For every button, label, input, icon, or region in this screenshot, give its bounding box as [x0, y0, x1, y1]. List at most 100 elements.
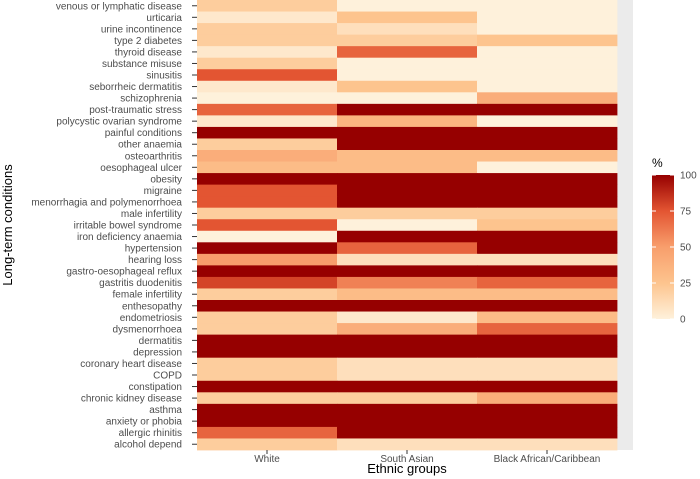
heatmap-cell-dermatitis-white — [197, 334, 338, 347]
heatmap-cell-copd-black-african-caribbean — [477, 369, 618, 382]
y-tick-label: constipation — [129, 382, 182, 393]
heatmap-cell-constipation-white — [197, 380, 338, 393]
heatmap-cell-chronic-kidney-disease-south-asian — [337, 392, 478, 405]
heatmap-cell-male-infertility-white — [197, 207, 338, 220]
y-tick-label: iron deficiency anaemia — [77, 232, 182, 243]
y-tick-label: painful conditions — [105, 128, 182, 139]
heatmap-cell-thyroid-disease-black-african-caribbean — [477, 46, 618, 59]
heatmap-cell-enthesopathy-white — [197, 300, 338, 312]
heatmap-cell-type-2-diabetes-south-asian — [337, 34, 478, 47]
y-tick-label: COPD — [153, 371, 182, 382]
y-tick-label: coronary heart disease — [80, 359, 182, 370]
y-tick-label: sinusitis — [146, 71, 182, 82]
y-tick-label: dermatitis — [139, 336, 182, 347]
heatmap-cell-other-anaemia-white — [197, 138, 338, 151]
y-tick-label: other anaemia — [118, 140, 182, 151]
heatmap-cell-seborrheic-dermatitis-white — [197, 80, 338, 93]
heatmap-cell-anxiety-or-phobia-black-african-caribbean — [477, 415, 618, 428]
heatmap-cell-type-2-diabetes-white — [197, 34, 338, 47]
heatmap-cell-endometriosis-white — [197, 311, 338, 324]
heatmap-cell-menorrhagia-and-polymenorrhoea-black-african-caribbean — [477, 196, 618, 209]
heatmap-cell-coronary-heart-disease-black-african-caribbean — [477, 357, 618, 370]
y-tick-label: irritable bowel syndrome — [74, 221, 183, 232]
heatmap-cell-substance-misuse-white — [197, 57, 338, 70]
heatmap-cell-other-anaemia-south-asian — [337, 138, 478, 151]
y-tick-label: menorrhagia and polymenorrhoea — [31, 197, 182, 208]
heatmap-cell-urticaria-black-african-caribbean — [477, 11, 618, 24]
y-tick-label: polycystic ovarian syndrome — [56, 117, 182, 128]
x-axis-title: Ethnic groups — [367, 461, 447, 476]
heatmap-cell-enthesopathy-south-asian — [337, 300, 478, 312]
heatmap-cell-depression-white — [197, 346, 338, 359]
heatmap-cell-anxiety-or-phobia-white — [197, 415, 338, 428]
heatmap-cell-thyroid-disease-south-asian — [337, 46, 478, 59]
heatmap-cell-constipation-black-african-caribbean — [477, 380, 618, 393]
y-tick-label: urticaria — [146, 13, 182, 24]
heatmap-cell-seborrheic-dermatitis-black-african-caribbean — [477, 80, 618, 93]
heatmap-cell-male-infertility-black-african-caribbean — [477, 207, 618, 220]
heatmap-cell-gastritis-duodenitis-white — [197, 276, 338, 289]
heatmap-cell-hearing-loss-south-asian — [337, 253, 478, 266]
heatmap-cell-urine-incontinence-south-asian — [337, 23, 478, 36]
y-tick-label: female infertility — [113, 290, 182, 301]
heatmap-cell-post-traumatic-stress-white — [197, 103, 338, 116]
heatmap-cells — [197, 0, 618, 451]
x-axis-ticks: White South Asian Black African/Caribbean — [254, 450, 600, 465]
y-tick-label: substance misuse — [102, 59, 182, 70]
heatmap-cell-urine-incontinence-black-african-caribbean — [477, 23, 618, 36]
y-tick-label: oesophageal ulcer — [100, 163, 182, 174]
y-tick-label: gastritis duodenitis — [99, 278, 182, 289]
heatmap-cell-obesity-white — [197, 173, 338, 186]
heatmap-cell-osteoarthritis-white — [197, 150, 338, 162]
heatmap-cell-dermatitis-black-african-caribbean — [477, 334, 618, 347]
heatmap-cell-urticaria-south-asian — [337, 11, 478, 24]
heatmap-cell-substance-misuse-black-african-caribbean — [477, 57, 618, 70]
heatmap-cell-female-infertility-white — [197, 288, 338, 301]
heatmap-cell-painful-conditions-white — [197, 126, 338, 139]
heatmap-cell-asthma-white — [197, 403, 338, 416]
heatmap-cell-gastritis-duodenitis-south-asian — [337, 276, 478, 289]
heatmap-cell-post-traumatic-stress-south-asian — [337, 103, 478, 116]
heatmap-cell-hypertension-south-asian — [337, 242, 478, 255]
heatmap-cell-hypertension-black-african-caribbean — [477, 242, 618, 255]
y-tick-label: male infertility — [121, 209, 182, 220]
heatmap-cell-schizophrenia-south-asian — [337, 92, 478, 105]
y-tick-label: thyroid disease — [115, 47, 183, 58]
heatmap-cell-chronic-kidney-disease-white — [197, 392, 338, 405]
heatmap-cell-painful-conditions-black-african-caribbean — [477, 126, 618, 139]
heatmap-cell-sinusitis-black-african-caribbean — [477, 69, 618, 82]
heatmap-cell-thyroid-disease-white — [197, 46, 338, 59]
heatmap-cell-female-infertility-south-asian — [337, 288, 478, 301]
heatmap-cell-menorrhagia-and-polymenorrhoea-white — [197, 196, 338, 209]
heatmap-cell-alcohol-depend-white — [197, 438, 338, 451]
heatmap-cell-gastro-oesophageal-reflux-white — [197, 265, 338, 278]
heatmap-cell-obesity-black-african-caribbean — [477, 173, 618, 186]
x-tick-label: Black African/Caribbean — [494, 454, 601, 465]
y-tick-label: asthma — [149, 405, 182, 416]
heatmap-cell-copd-white — [197, 369, 338, 382]
heatmap-cell-post-traumatic-stress-black-african-caribbean — [477, 103, 618, 116]
heatmap-cell-seborrheic-dermatitis-south-asian — [337, 80, 478, 93]
heatmap-cell-type-2-diabetes-black-african-caribbean — [477, 34, 618, 47]
legend-tick-label: 50 — [680, 243, 692, 254]
heatmap-cell-venous-or-lymphatic-disease-south-asian — [337, 0, 478, 12]
y-axis-title: Long-term conditions — [0, 164, 15, 286]
heatmap-cell-dysmenorrhoea-white — [197, 323, 338, 336]
heatmap-cell-gastro-oesophageal-reflux-south-asian — [337, 265, 478, 278]
y-tick-label: seborrheic dermatitis — [89, 82, 182, 93]
heatmap-cell-enthesopathy-black-african-caribbean — [477, 300, 618, 312]
y-tick-label: endometriosis — [120, 313, 182, 324]
y-tick-label: enthesopathy — [122, 301, 182, 312]
y-tick-label: depression — [133, 347, 182, 358]
heatmap-cell-venous-or-lymphatic-disease-black-african-caribbean — [477, 0, 618, 12]
heatmap-cell-copd-south-asian — [337, 369, 478, 382]
heatmap-cell-coronary-heart-disease-white — [197, 357, 338, 370]
heatmap-cell-irritable-bowel-syndrome-south-asian — [337, 219, 478, 232]
legend: % 100 75 50 25 0 — [652, 156, 697, 326]
heatmap-cell-venous-or-lymphatic-disease-white — [197, 0, 338, 12]
y-tick-label: hypertension — [125, 244, 182, 255]
heatmap-cell-migraine-black-african-caribbean — [477, 184, 618, 197]
y-tick-label: chronic kidney disease — [81, 394, 183, 405]
legend-tick-label: 25 — [680, 279, 692, 290]
heatmap-cell-dysmenorrhoea-black-african-caribbean — [477, 323, 618, 336]
